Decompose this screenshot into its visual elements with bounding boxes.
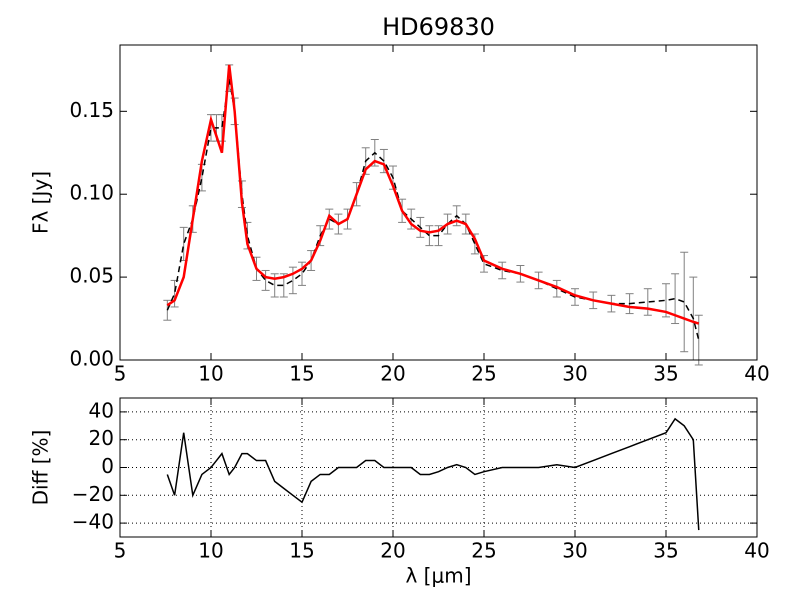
x-tick-label: 15 [289, 362, 314, 386]
x-tick-label: 15 [289, 539, 314, 563]
plot-frame [119, 44, 758, 361]
y-tick-label: 0.10 [69, 181, 114, 205]
x-tick-label: 40 [744, 362, 769, 386]
x-tick-label: 5 [114, 362, 127, 386]
x-tick-label: 25 [471, 362, 496, 386]
y-tick-label: 0.05 [69, 264, 114, 288]
x-tick-label: 20 [380, 539, 405, 563]
data-line [166, 417, 700, 531]
x-tick-label: 10 [198, 362, 223, 386]
x-tick-label: 30 [562, 539, 587, 563]
y-tick-label: 0.00 [69, 347, 114, 371]
chart-title: HD69830 [382, 13, 495, 41]
plot-frame [119, 397, 758, 538]
y-axis-label: Diff [%] [29, 430, 53, 506]
x-tick-label: 35 [653, 362, 678, 386]
data-line [166, 78, 700, 341]
x-tick-label: 20 [380, 362, 405, 386]
x-tick-label: 35 [653, 539, 678, 563]
x-axis-label: λ [μm] [405, 564, 471, 588]
y-axis-label: Fλ [Jy] [29, 171, 53, 234]
x-tick-label: 30 [562, 362, 587, 386]
y-tick-label: 20 [89, 426, 114, 450]
y-tick-label: 40 [89, 398, 114, 422]
x-tick-label: 10 [198, 539, 223, 563]
y-tick-label: 0 [101, 454, 114, 478]
y-tick-label: −20 [72, 482, 114, 506]
x-tick-label: 40 [744, 539, 769, 563]
x-tick-label: 5 [114, 539, 127, 563]
x-tick-label: 25 [471, 539, 496, 563]
y-tick-label: −40 [72, 510, 114, 534]
y-tick-label: 0.15 [69, 98, 114, 122]
data-line [166, 64, 700, 325]
